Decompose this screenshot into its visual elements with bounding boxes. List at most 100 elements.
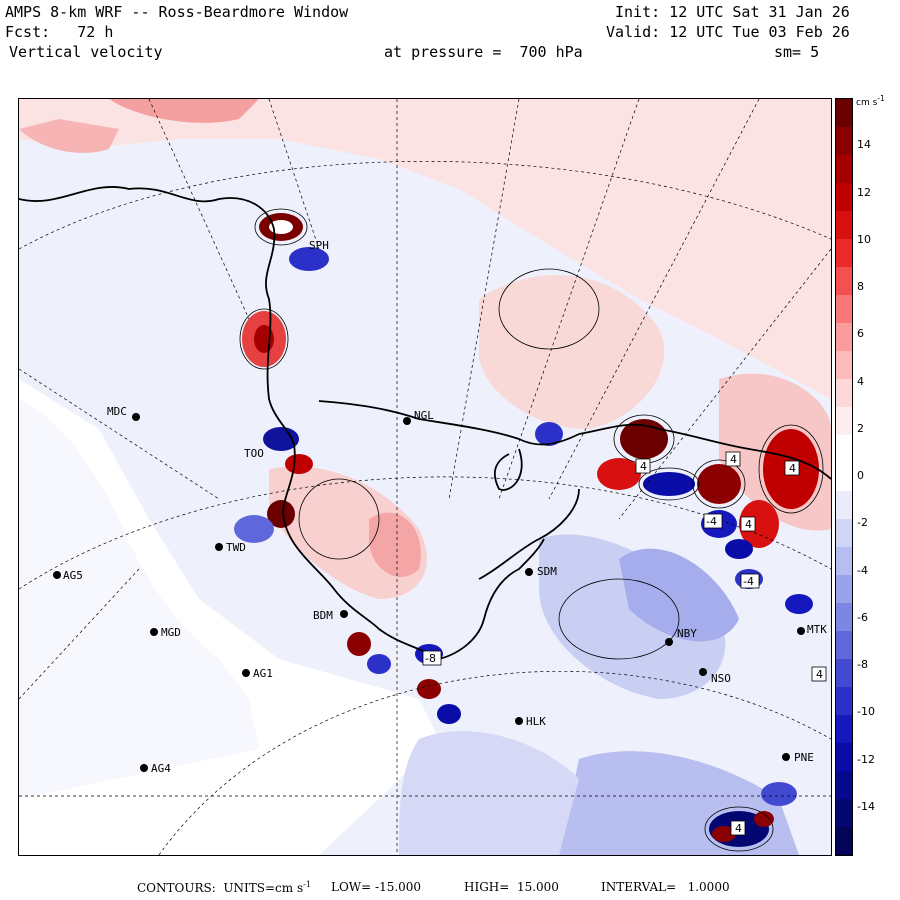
contours-units: CONTOURS: UNITS=cm s-1 [137,880,311,895]
colorbar-segment [836,715,852,744]
colorbar-unit: cm s-1 [856,94,885,108]
colorbar-tick-label: 6 [857,327,864,341]
svg-text:SPH: SPH [309,239,329,252]
colorbar-segment [836,743,852,772]
station-AG1: AG1 [242,667,273,680]
svg-text:SDM: SDM [537,565,557,578]
svg-text:NGL: NGL [414,409,434,422]
colorbar-segment [836,463,852,492]
pressure-level: at pressure = 700 hPa [384,43,583,61]
contour-interval: INTERVAL= 1.0000 [601,880,730,894]
colorbar-tick-label: 14 [857,138,871,152]
svg-text:AG5: AG5 [63,569,83,582]
map-title: AMPS 8-km WRF -- Ross-Beardmore Window [5,3,349,21]
colorbar-tick-label: 8 [857,280,864,293]
svg-text:NBY: NBY [677,627,697,640]
valid-time: Valid: 12 UTC Tue 03 Feb 26 [606,23,850,41]
svg-text:PNE: PNE [794,751,814,764]
svg-text:AG4: AG4 [151,762,171,775]
station-AG4: AG4 [140,762,171,775]
colorbar-tick-label: 2 [857,421,864,435]
color-scale-bar [835,98,853,856]
extremum-label: -4 [703,513,723,529]
contour-high: HIGH= 15.000 [464,880,559,894]
colorbar-segment [836,127,852,156]
svg-text:4: 4 [816,668,823,681]
station-SDM: SDM [525,565,557,578]
colorbar-segment [836,799,852,828]
station-AG5: AG5 [53,569,83,582]
colorbar-segment [836,603,852,632]
svg-text:4: 4 [730,453,737,466]
station-TWD: TWD [215,541,246,554]
station-SPH: SPH [309,239,329,252]
graticule [19,99,831,855]
svg-text:MTK: MTK [807,623,827,636]
station-TOO: TOO [244,447,264,460]
colorbar-segment [836,211,852,240]
coastline [19,186,831,660]
station-NSO: NSO [699,668,731,685]
svg-text:MDC: MDC [107,405,127,418]
station-BDM: BDM [313,609,348,622]
station-MTK: MTK [797,623,827,636]
colorbar-segment [836,351,852,380]
station-markers: MDC NGL TWD AG5 MGD AG1 AG4 SDM NBY NSO … [53,239,827,775]
colorbar-tick-label: 4 [857,374,864,388]
svg-text:-4: -4 [706,515,717,528]
svg-text:MGD: MGD [161,626,181,639]
shaded-field [19,99,831,855]
colorbar-tick-label: -12 [857,752,875,766]
extremum-label: -4 [740,573,760,589]
colorbar-tick-label: -6 [857,610,868,624]
colorbar-segment [836,379,852,408]
colorbar-segment [836,239,852,268]
svg-text:-4: -4 [743,575,754,588]
svg-text:4: 4 [735,822,742,835]
extremum-label: 4 [811,666,827,682]
colorbar-tick-label: 0 [857,469,864,482]
colorbar-segment [836,267,852,296]
station-HLK: HLK [515,715,546,728]
colorbar-segment [836,183,852,212]
extremum-label: 4 [730,820,746,836]
colorbar-segment [836,491,852,520]
colorbar-tick-label: 12 [857,185,871,199]
colorbar-tick-label: -2 [857,516,868,530]
colorbar-segment [836,295,852,324]
svg-text:TWD: TWD [226,541,246,554]
extremum-label: 4 [635,458,651,474]
smoothing-value: sm= 5 [774,43,820,61]
svg-text:AG1: AG1 [253,667,273,680]
colorbar-tick-label: -8 [857,658,868,671]
station-MGD: MGD [150,626,181,639]
colorbar-segment [836,687,852,716]
colorbar-tick-label: -10 [857,705,875,719]
colorbar-segment [836,407,852,436]
svg-text:HLK: HLK [526,715,546,728]
vertical-velocity-map: MDC NGL TWD AG5 MGD AG1 AG4 SDM NBY NSO … [18,98,832,856]
colorbar-tick-label: 10 [857,232,871,246]
colorbar-tick-label: -4 [857,563,868,577]
extremum-label: 4 [740,516,756,532]
colorbar-segment [836,575,852,604]
colorbar-segment [836,771,852,800]
field-name: Vertical velocity [9,43,163,61]
colorbar-segment [836,519,852,548]
colorbar-segment [836,547,852,576]
extrema-labels: 4 4 4 4 -4 -8 -4 4 4 [422,451,827,836]
svg-text:-8: -8 [425,652,436,665]
colorbar-segment [836,99,852,128]
colorbar-segment [836,659,852,688]
forecast-hour: Fcst: 72 h [5,23,114,41]
contour-low: LOW= -15.000 [331,880,422,894]
station-NGL: NGL [403,409,434,425]
svg-text:4: 4 [745,518,752,531]
extremum-label: 4 [725,451,741,467]
svg-text:4: 4 [789,462,796,475]
colorbar-segment [836,827,852,855]
colorbar-segment [836,155,852,184]
svg-text:BDM: BDM [313,609,333,622]
colorbar-segment [836,435,852,464]
colorbar-segment [836,631,852,660]
